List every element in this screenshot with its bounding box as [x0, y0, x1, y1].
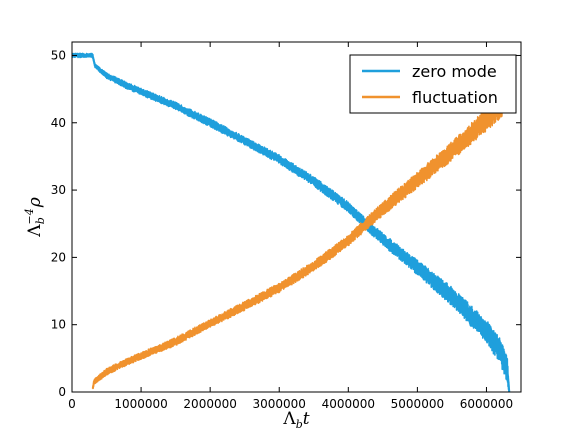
series-fluctuation: [91, 88, 508, 390]
series-zero-mode: [72, 52, 511, 392]
series-center-line: [72, 54, 511, 392]
x-tick-label: 5000000: [391, 397, 444, 411]
series-center-line: [91, 98, 508, 389]
y-tick-label: 10: [51, 318, 66, 332]
legend: zero mode fluctuation: [349, 54, 517, 114]
plot-area: [72, 52, 511, 392]
y-tick-label: 20: [51, 250, 66, 264]
plot-frame: [71, 41, 522, 393]
x-tick-label: 6000000: [460, 397, 513, 411]
x-tick-label: 1000000: [114, 397, 167, 411]
series-line: [91, 88, 508, 390]
x-tick-label: 0: [68, 397, 76, 411]
legend-label: fluctuation: [412, 88, 498, 107]
x-tick-label: 4000000: [322, 397, 375, 411]
x-axis-label: Λbt: [282, 409, 309, 431]
x-tick-label: 3000000: [253, 397, 306, 411]
legend-box: [349, 54, 517, 114]
x-tick-label: 2000000: [183, 397, 236, 411]
legend-label: zero mode: [412, 62, 497, 81]
y-axis-label: Λ−4bρ: [23, 197, 47, 238]
axes: 0 1000000 2000000 3000000 4000000 5000000 6000…: [51, 41, 522, 411]
y-tick-label: 0: [58, 385, 66, 399]
series-line: [72, 52, 511, 392]
y-tick-label: 50: [51, 48, 66, 62]
y-tick-label: 30: [51, 183, 66, 197]
axis-labels: Λbt Λ−4bρ: [23, 197, 310, 431]
y-tick-label: 40: [51, 116, 66, 130]
